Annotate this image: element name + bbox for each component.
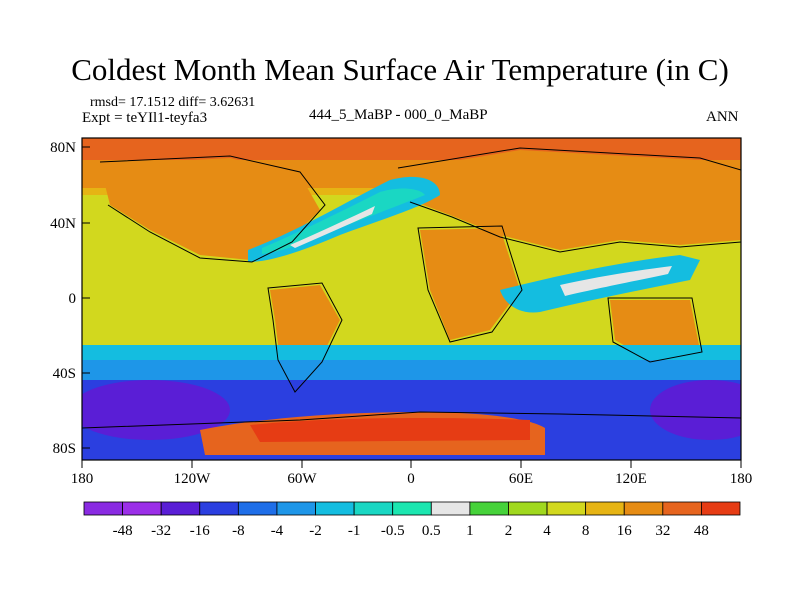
lon-tick-label: 0: [407, 471, 415, 487]
lon-tick-label: 180: [730, 471, 753, 487]
colorbar-label: 16: [617, 523, 633, 539]
colorbar-box: [353, 501, 394, 516]
colorbar-box: [122, 501, 162, 516]
lat-tick-label: 40S: [53, 366, 76, 382]
lon-tick-label: 120W: [174, 471, 212, 487]
lon-tick-label: 180: [71, 471, 94, 487]
lat-tick-label: 80N: [50, 140, 76, 156]
colorbar-box: [546, 501, 587, 516]
coastlines: [82, 147, 741, 429]
colorbar-box: [430, 501, 471, 516]
colorbar-label: -16: [190, 523, 210, 539]
season-label: ANN: [706, 109, 739, 125]
colorbar-box: [315, 501, 355, 516]
map-field: [82, 138, 741, 460]
coast-australia: [607, 297, 703, 363]
stats-text: rmsd= 17.1512 diff= 3.62631: [90, 95, 256, 110]
colorbar-label: -48: [113, 523, 133, 539]
field-north-america: [100, 158, 320, 260]
lat-tick-label: 0: [69, 291, 77, 307]
colorbar-box: [83, 501, 123, 516]
colorbar-box: [662, 501, 702, 516]
coast-south-america: [267, 282, 343, 393]
colorbar-label: 48: [694, 523, 709, 539]
field-south-indian-min: [650, 380, 741, 440]
colorbar-label: -0.5: [381, 523, 405, 539]
colorbar-label: -8: [232, 523, 245, 539]
field-indian-ocean-zero: [560, 266, 672, 296]
lon-tick-label: 60E: [509, 471, 533, 487]
coast-north-america: [99, 155, 326, 263]
colorbar: -48 -32 -16 -8 -4 -2 -1 -0.5 0.5 1 2 4 8 16 32 48: [83, 501, 741, 539]
experiment-name: 444_5_MaBP - 000_0_MaBP: [309, 107, 488, 123]
field-antarctic-warmest: [250, 417, 530, 442]
field-arctic: [82, 138, 741, 160]
coast-africa: [417, 225, 523, 343]
lon-tick-label: 60W: [287, 471, 317, 487]
colorbar-label: 4: [543, 523, 551, 539]
colorbar-box: [276, 501, 316, 516]
colorbar-box: [585, 501, 625, 516]
coast-eurasia: [397, 147, 741, 253]
field-north-atlantic-zero: [290, 206, 375, 248]
colorbar-label: 2: [505, 523, 513, 539]
colorbar-label: -32: [151, 523, 171, 539]
field-africa: [420, 228, 520, 340]
field-eurasia: [400, 150, 741, 250]
plot-title: Coldest Month Mean Surface Air Temperatu…: [71, 52, 729, 87]
lat-tick-label: 40N: [50, 216, 76, 232]
colorbar-box: [199, 501, 239, 516]
colorbar-box: [392, 501, 432, 516]
colorbar-label: 1: [466, 523, 474, 539]
colorbar-box: [701, 501, 741, 516]
experiment-label: Expt = teYIl1-teyfa3: [82, 110, 208, 126]
lat-tick-label: 80S: [53, 441, 76, 457]
colorbar-box: [160, 501, 201, 516]
lon-axis: 180 120W 60W 0 60E 120E 180: [71, 460, 753, 487]
colorbar-label: -2: [309, 523, 322, 539]
colorbar-label: -1: [348, 523, 361, 539]
colorbar-label: 0.5: [422, 523, 441, 539]
colorbar-box: [237, 501, 278, 516]
colorbar-label: 8: [582, 523, 590, 539]
lon-tick-label: 120E: [615, 471, 647, 487]
colorbar-box: [469, 501, 509, 516]
field-south-pacific-min: [82, 380, 230, 440]
colorbar-label: -4: [271, 523, 284, 539]
colorbar-label: 32: [655, 523, 670, 539]
coast-antarctica: [82, 411, 741, 429]
lat-axis: 80N 40N 0 40S 80S: [50, 140, 90, 457]
colorbar-box: [623, 501, 664, 516]
colorbar-box: [508, 501, 548, 516]
